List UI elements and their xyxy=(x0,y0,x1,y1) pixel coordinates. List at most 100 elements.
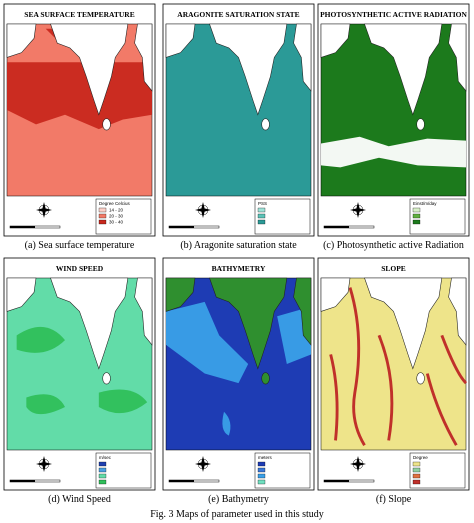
panel-caption: (d) Wind Speed xyxy=(48,494,111,505)
map-content xyxy=(6,277,153,415)
compass-needle xyxy=(350,456,366,472)
land xyxy=(209,277,288,370)
compass-needle xyxy=(350,202,366,218)
scale-bar-segment xyxy=(169,226,194,228)
panel-title: ARAGONITE SATURATION STATE xyxy=(177,10,299,19)
map-content xyxy=(165,277,312,436)
land xyxy=(293,277,312,346)
land xyxy=(293,23,312,92)
sri-lanka xyxy=(261,372,270,385)
land xyxy=(364,23,443,116)
map-panel: ARAGONITE SATURATION STATE PSS (b) Aragoni… xyxy=(162,3,315,251)
map-content xyxy=(320,23,467,168)
map-panel: PHOTOSYNTHETIC ACTIVE RADIATION Einst/m/d… xyxy=(317,3,470,251)
compass-needle xyxy=(36,202,52,218)
panel-title: SEA SURFACE TEMPERATURE xyxy=(24,10,134,19)
legend-swatch xyxy=(257,207,266,213)
land xyxy=(50,23,129,116)
legend-title: m/sec xyxy=(99,455,112,460)
land xyxy=(50,277,129,370)
region xyxy=(222,411,231,436)
land xyxy=(320,23,351,58)
region xyxy=(26,394,65,415)
panel-title: SLOPE xyxy=(381,264,406,273)
map-panel: WIND SPEED m/sec (d) Wind Speed xyxy=(3,257,156,505)
sri-lanka xyxy=(261,118,270,131)
map-panel: SEA SURFACE TEMPERATURE Degree Celcius 14 … xyxy=(3,3,156,251)
steep-slope xyxy=(329,354,339,441)
panel-caption: (e) Bathymetry xyxy=(208,494,269,505)
land xyxy=(364,277,443,370)
legend-label: 14 - 20 xyxy=(109,208,124,213)
panel-title: PHOTOSYNTHETIC ACTIVE RADIATION xyxy=(320,10,467,19)
land xyxy=(448,23,467,92)
scale-bar-segment xyxy=(169,480,194,482)
sri-lanka xyxy=(102,372,111,385)
figure-caption: Fig. 3 Maps of parameter used in this st… xyxy=(150,509,324,520)
region xyxy=(7,62,152,130)
land xyxy=(6,277,37,312)
legend-swatch xyxy=(412,461,421,467)
scale-bar-segment xyxy=(10,226,35,228)
land xyxy=(448,277,467,346)
panel-caption: (b) Aragonite saturation state xyxy=(180,240,297,251)
steep-slope xyxy=(348,287,366,446)
map-content xyxy=(165,23,312,131)
panel-title: WIND SPEED xyxy=(56,264,104,273)
legend-swatch xyxy=(98,461,107,467)
legend-swatch xyxy=(257,213,266,219)
legend-title: Einst/m/day xyxy=(413,201,437,206)
panel-caption: (c) Photosynthetic active Radiation xyxy=(323,240,464,251)
panel-title: BATHYMETRY xyxy=(212,264,266,273)
legend-swatch xyxy=(412,467,421,473)
region xyxy=(16,326,65,353)
map-panel: SLOPE Degree (f) Slope xyxy=(317,257,470,505)
land xyxy=(134,277,153,346)
legend-swatch xyxy=(412,473,421,479)
map-panel: BATHYMETRY meters (e) Bathymetry xyxy=(162,257,315,505)
sri-lanka xyxy=(416,118,425,131)
panel-caption: (f) Slope xyxy=(376,494,412,505)
legend-swatch xyxy=(412,219,421,225)
sri-lanka xyxy=(416,372,425,385)
land xyxy=(320,277,351,312)
map-content xyxy=(320,277,468,446)
region xyxy=(98,389,148,414)
legend-swatch xyxy=(257,467,266,473)
sri-lanka xyxy=(102,118,111,131)
panel-caption: (a) Sea surface temperature xyxy=(25,240,135,251)
legend-swatch xyxy=(412,479,421,485)
legend-title: Degree xyxy=(413,455,428,460)
compass-needle xyxy=(195,456,211,472)
legend-swatch xyxy=(257,219,266,225)
legend-swatch xyxy=(98,219,107,225)
legend-label: 20 - 30 xyxy=(109,214,124,219)
legend-label: 30 - 40 xyxy=(109,220,124,225)
scale-bar-segment xyxy=(324,226,349,228)
legend-title: Degree Celcius xyxy=(99,201,131,206)
region xyxy=(166,301,249,384)
compass-needle xyxy=(36,456,52,472)
legend-title: PSS xyxy=(258,201,267,206)
land xyxy=(209,23,288,116)
legend-swatch xyxy=(412,207,421,213)
land xyxy=(165,23,196,58)
land xyxy=(6,23,37,58)
map-content xyxy=(6,23,153,131)
steep-slope xyxy=(425,373,458,446)
legend-swatch xyxy=(98,213,107,219)
scale-bar-segment xyxy=(324,480,349,482)
steep-slope xyxy=(440,334,468,385)
land xyxy=(134,23,153,92)
legend-swatch xyxy=(98,479,107,485)
region xyxy=(321,136,466,168)
legend-swatch xyxy=(98,473,107,479)
land xyxy=(165,277,196,312)
legend-swatch xyxy=(257,479,266,485)
legend-swatch xyxy=(412,213,421,219)
scale-bar-segment xyxy=(10,480,35,482)
legend-swatch xyxy=(98,207,107,213)
steep-slope xyxy=(377,334,394,441)
legend-swatch xyxy=(257,461,266,467)
